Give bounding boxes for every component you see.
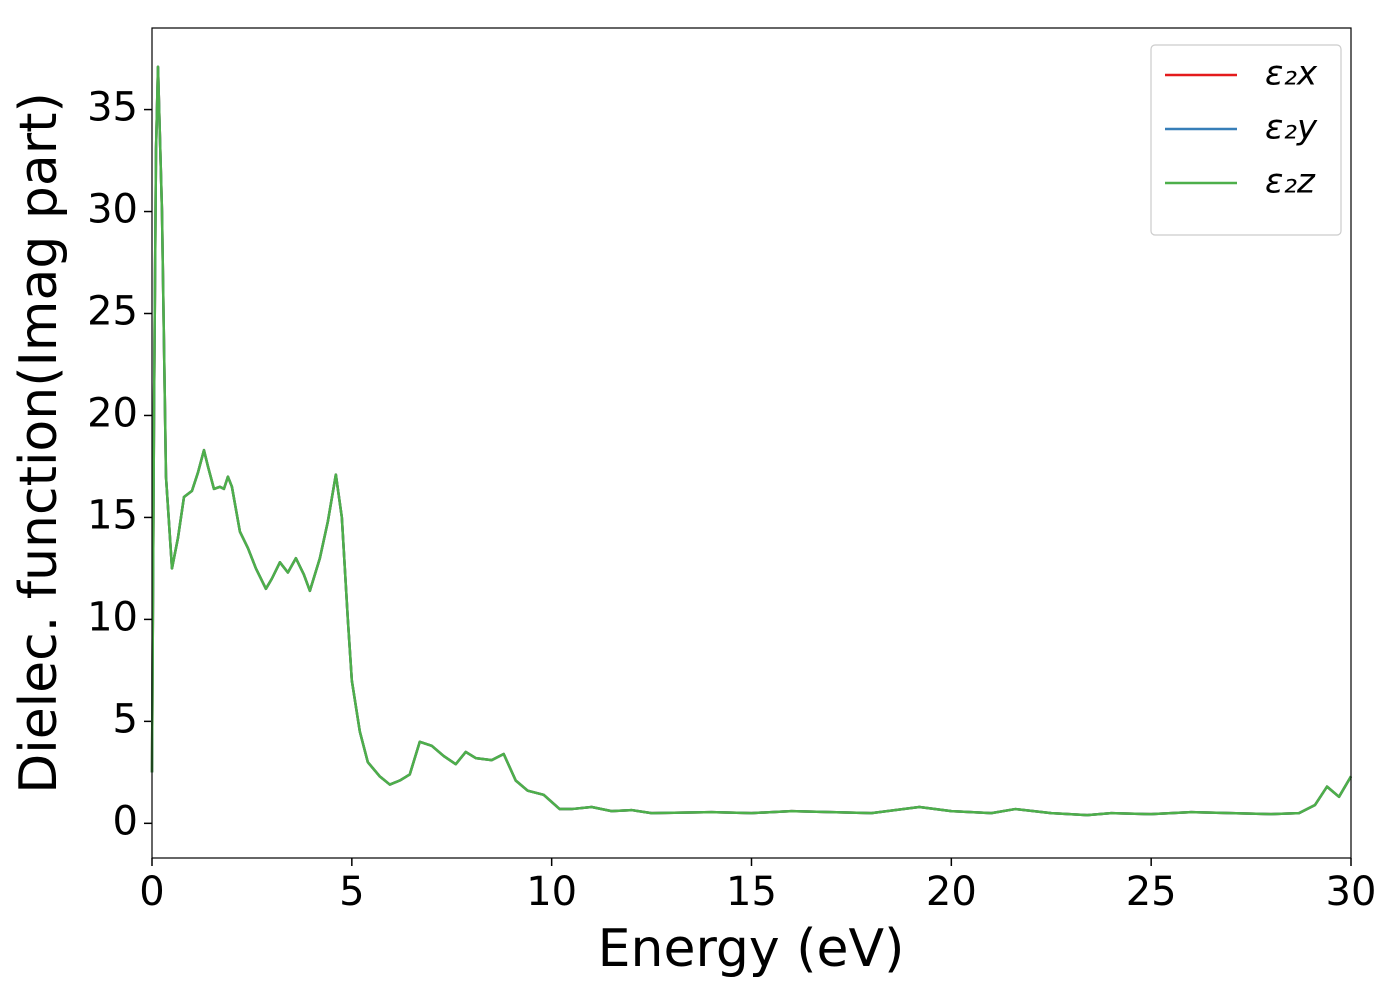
y-axis-label: Dielec. function(Imag part) <box>9 92 69 794</box>
x-axis-label: Energy (eV) <box>598 919 905 979</box>
x-tick-label: 30 <box>1326 869 1377 915</box>
x-tick-label: 20 <box>926 869 977 915</box>
x-tick-label: 0 <box>139 869 164 915</box>
y-tick-label: 10 <box>87 594 138 640</box>
x-tick-label: 25 <box>1126 869 1177 915</box>
plot-frame <box>151 27 1352 859</box>
y-tick-label: 20 <box>87 390 138 436</box>
x-tick-label: 5 <box>339 869 364 915</box>
y-tick-label: 35 <box>87 85 138 131</box>
y-tick-label: 25 <box>87 289 138 335</box>
legend: ε₂x ε₂y ε₂z <box>1150 44 1342 236</box>
legend-label: ε₂y <box>1265 108 1318 148</box>
x-tick-label: 15 <box>726 869 777 915</box>
data-line <box>150 65 1353 817</box>
y-tick-label: 5 <box>113 696 138 742</box>
x-tick-label: 10 <box>526 869 577 915</box>
legend-box <box>1150 44 1342 236</box>
legend-label: ε₂z <box>1265 162 1316 202</box>
y-tick-label: 0 <box>113 798 138 844</box>
legend-label: ε₂x <box>1265 54 1318 94</box>
y-tick-label: 15 <box>87 492 138 538</box>
y-tick-label: 30 <box>87 187 138 233</box>
